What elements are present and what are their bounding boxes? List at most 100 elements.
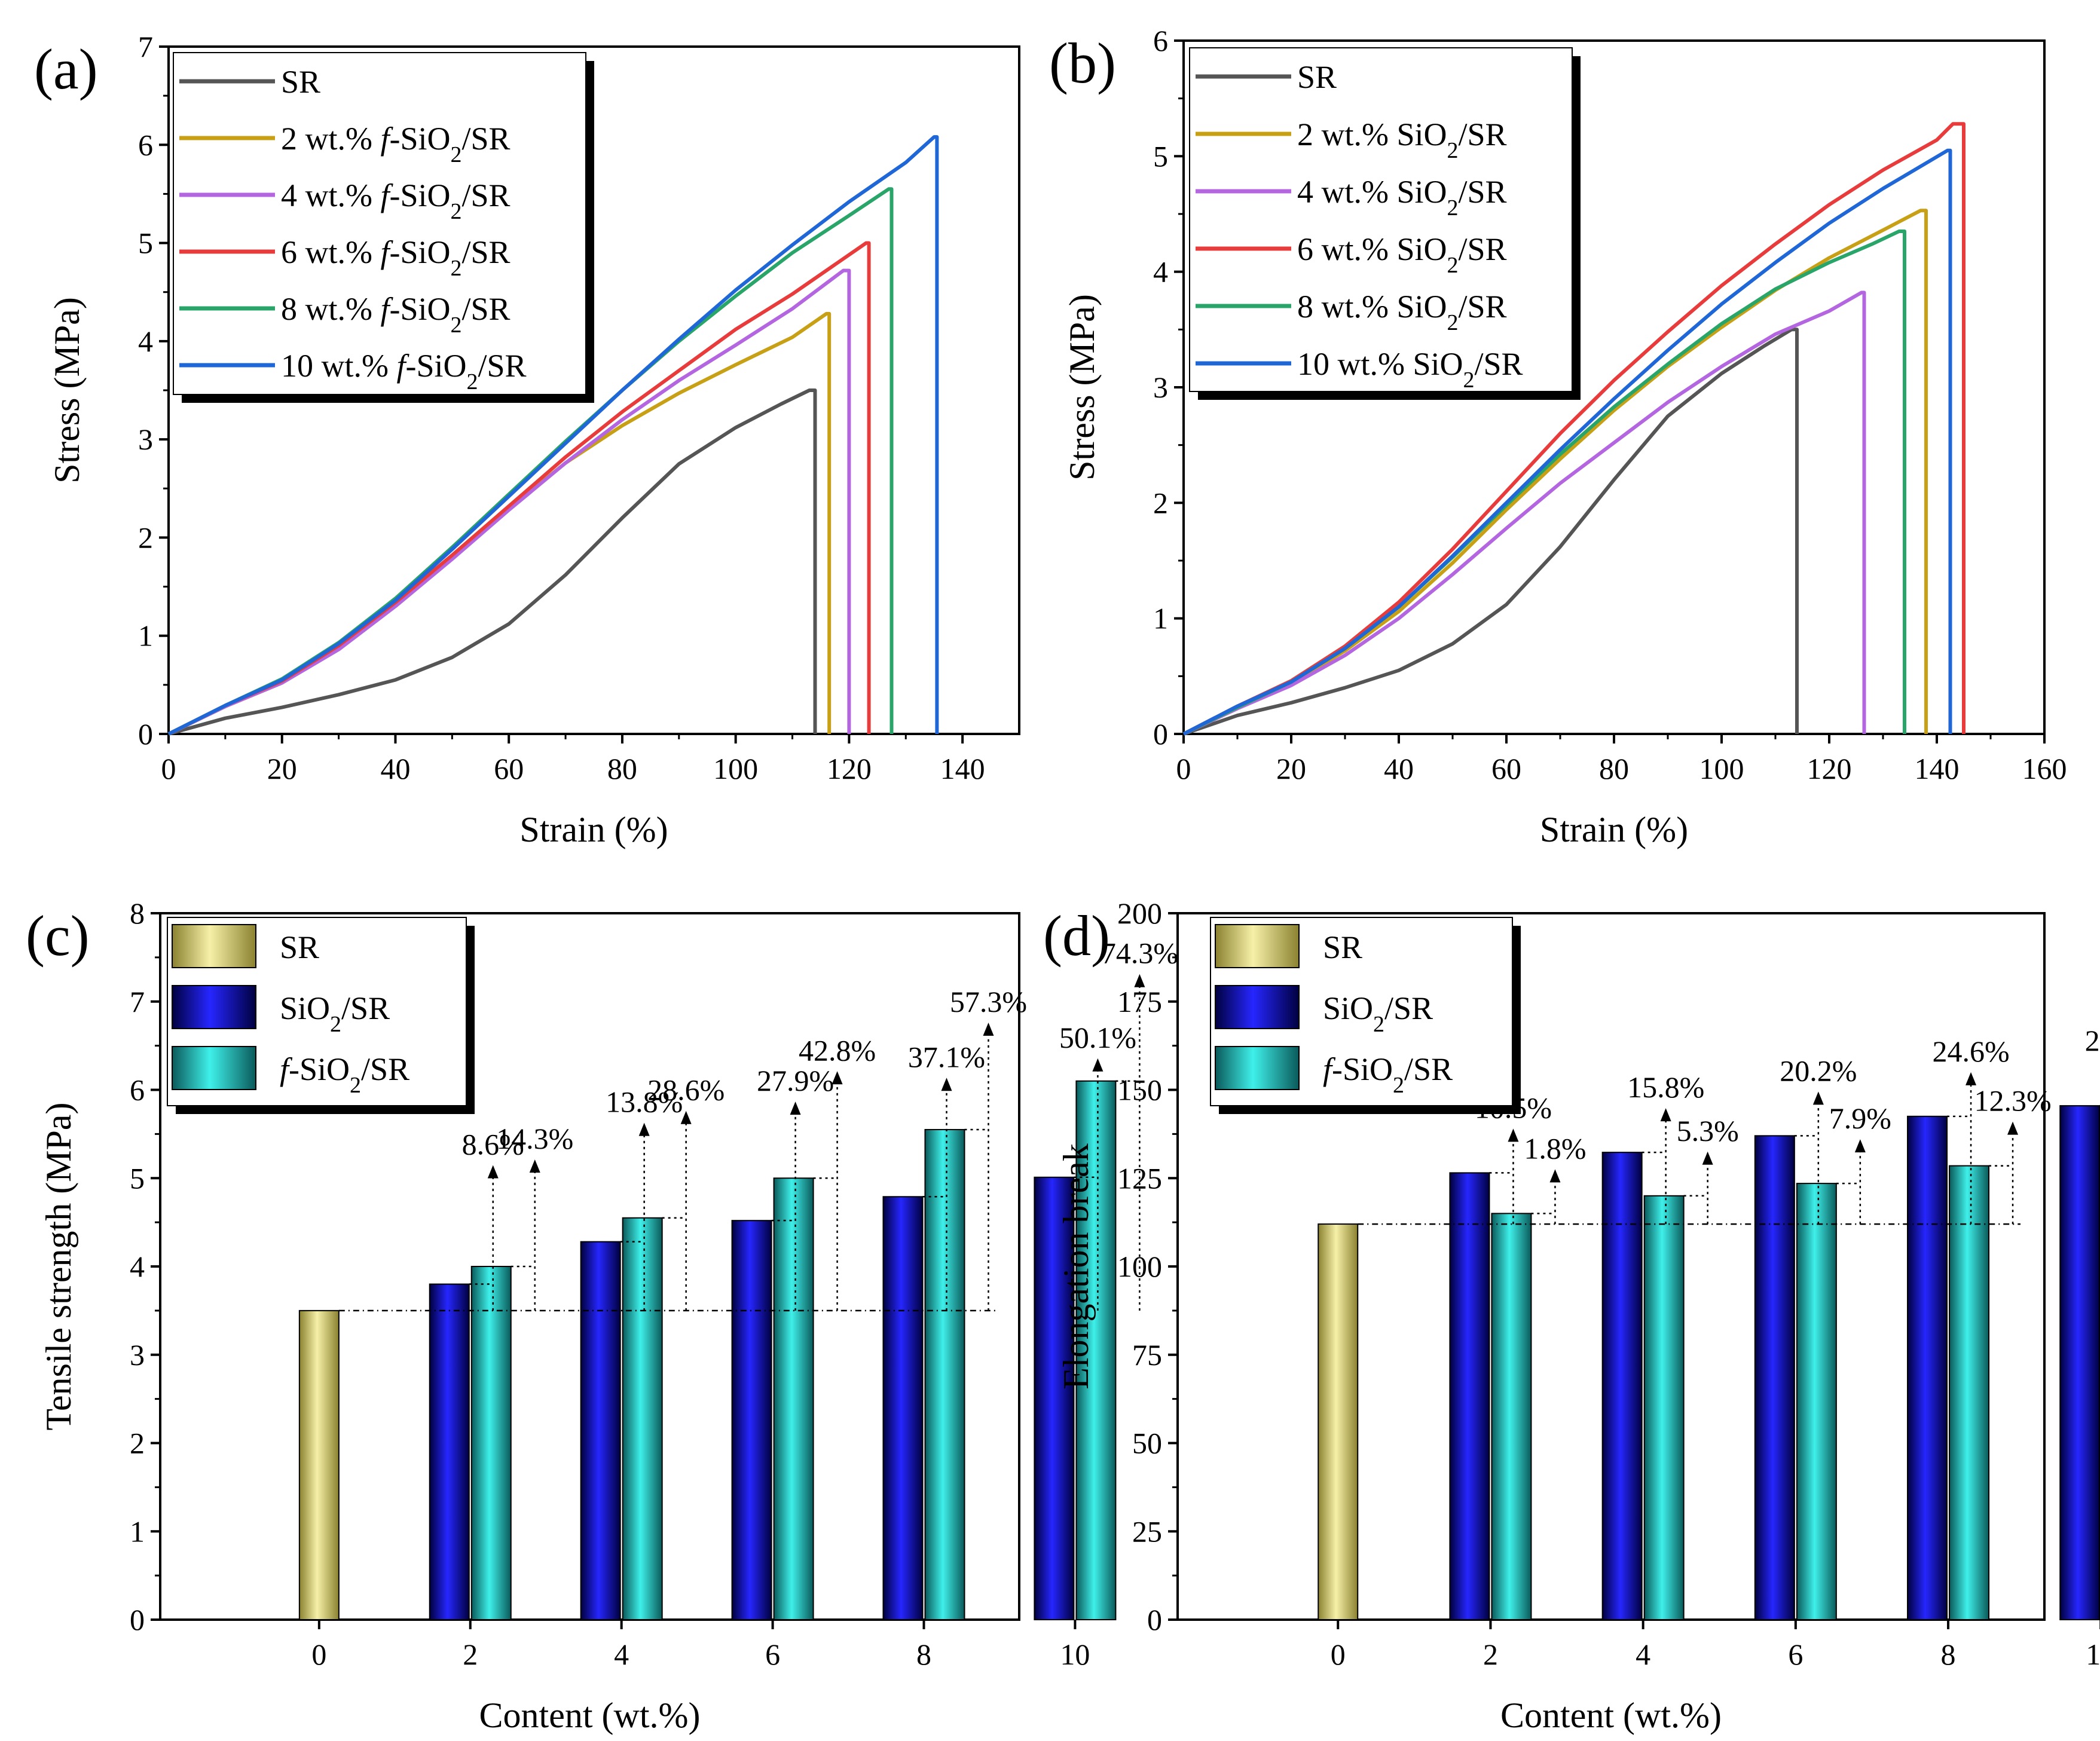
annotation-arrowhead [790, 1101, 801, 1115]
legend-box [1189, 47, 1573, 392]
y-tick-label: 100 [1117, 1250, 1162, 1283]
x-tick-label: 0 [1331, 1638, 1346, 1671]
y-tick-label: 2 [1153, 486, 1168, 519]
legend-label: SR [1297, 59, 1337, 95]
annotation-label: 37.1% [908, 1040, 985, 1073]
legend-text-part: /SR [1459, 231, 1507, 267]
x-axis-title: Strain (%) [519, 810, 668, 849]
x-tick-label: 80 [1599, 752, 1629, 785]
annotation-arrowhead [638, 1122, 650, 1136]
bar-sio2sr [731, 1220, 772, 1621]
y-tick-label: 1 [138, 619, 153, 653]
x-tick-label: 2 [463, 1638, 478, 1671]
subscript-2: 2 [451, 199, 462, 224]
legend-text-part: /SR [1384, 990, 1433, 1026]
bar-fsio2sr [470, 1266, 512, 1620]
y-tick-label: 4 [130, 1250, 145, 1283]
subscript-2: 2 [1447, 310, 1459, 335]
y-tick-label: 175 [1117, 985, 1162, 1018]
bar-sio2sr [1601, 1152, 1643, 1621]
x-tick-label: 0 [311, 1638, 326, 1671]
x-tick-label: 20 [1276, 752, 1306, 785]
legend-swatch [172, 1046, 256, 1090]
y-tick-label: 2 [130, 1427, 145, 1460]
subscript-2: 2 [451, 313, 462, 338]
legend-label: SiO2/SR [1323, 990, 1433, 1037]
x-tick-label: 4 [614, 1638, 629, 1671]
legend-text-part: 6 wt.% SiO [1297, 231, 1447, 267]
y-tick-label: 8 [130, 896, 145, 930]
x-tick-label: 160 [2022, 752, 2067, 785]
bar-sio2sr [1754, 1135, 1795, 1620]
legend-text-part: /SR [1459, 174, 1507, 210]
legend-text-part: 8 wt.% [281, 291, 380, 327]
legend-swatch [1215, 1046, 1300, 1090]
legend-text-part: -SiO [289, 1051, 350, 1087]
subscript-2: 2 [1447, 253, 1459, 278]
series-line-2 [167, 268, 851, 736]
annotation-arrowhead [1660, 1108, 1671, 1122]
subscript-2: 2 [1447, 195, 1459, 221]
legend-text-part: -SiO [390, 178, 451, 213]
legend-label: 8 wt.% f-SiO2/SR [281, 291, 511, 338]
legend-text-part: SR [280, 929, 319, 965]
bar-fsio2sr [773, 1177, 814, 1620]
panel-label: (a) [34, 37, 98, 101]
legend-label: 10 wt.% f-SiO2/SR [281, 348, 527, 394]
subscript-2: 2 [451, 256, 462, 281]
bar-fsio2sr [622, 1217, 663, 1621]
annotation-arrowhead [1134, 974, 1145, 987]
bar-sio2sr [429, 1283, 470, 1621]
panel-a-stress-strain-fsio2: 0 1 2 3 4 5 6 7 0 20 40 60 80 100 120 140 Strain (%) Stre… [34, 30, 1020, 849]
annotation-arrowhead [1965, 1072, 1977, 1085]
annotation-arrowhead [1854, 1139, 1866, 1153]
legend-text-part: 10 wt.% SiO [1297, 346, 1463, 382]
legend-text-part: -SiO [1332, 1051, 1393, 1087]
y-tick-label: 150 [1117, 1073, 1162, 1107]
annotation-label: 5.3% [1677, 1114, 1739, 1148]
legend-text-part: 4 wt.% [281, 178, 380, 213]
series-line-5 [167, 135, 939, 736]
y-tick-label: 3 [138, 423, 153, 456]
legend-text-part: /SR [361, 1051, 409, 1087]
legend-text-part: SiO [1323, 990, 1373, 1026]
annotation-arrowhead [2007, 1121, 2019, 1135]
panel-label: (d) [1043, 904, 1110, 968]
x-tick-label: 0 [161, 752, 176, 785]
y-tick-label: 0 [1147, 1603, 1162, 1636]
annotation-arrowhead [680, 1110, 692, 1124]
x-axis-title: Strain (%) [1540, 810, 1688, 849]
subscript-2: 2 [451, 142, 462, 167]
x-tick-label: 100 [1699, 752, 1744, 785]
annotation-arrowhead [529, 1159, 540, 1173]
bar-sr [298, 1309, 340, 1620]
panel-d-elongation-break: 0 25 50 75 100 125 150 175 200 0 2 4 6 8 10 Content (wt… [1043, 896, 2100, 1735]
y-tick-label: 200 [1117, 896, 1162, 930]
annotation-label: 8.6% [462, 1128, 524, 1161]
subscript-2: 2 [1463, 368, 1475, 393]
x-tick-label: 100 [713, 752, 758, 785]
y-axis-title: Stress (MPa) [1062, 294, 1102, 481]
legend-label: SR [280, 929, 319, 965]
panel-c-tensile-strength: 0 1 2 3 4 5 6 7 8 0 2 4 6 8 10 Content (wt.%) Tensile st… [26, 896, 1178, 1735]
x-axis-title: Content (wt.%) [479, 1696, 701, 1735]
annotation-arrowhead [832, 1071, 843, 1085]
annotation-label: 15.8% [1627, 1070, 1704, 1104]
bar-fsio2sr [1949, 1165, 1990, 1620]
legend-text-part: SR [281, 64, 320, 100]
y-tick-label: 6 [130, 1073, 145, 1107]
y-axis-title: Stress (MPa) [47, 297, 87, 484]
legend-text-part: /SR [462, 178, 511, 213]
y-tick-label: 75 [1132, 1338, 1162, 1372]
legend-label: 10 wt.% SiO2/SR [1297, 346, 1523, 393]
annotation-label: 42.8% [799, 1033, 876, 1067]
legend-text-part: /SR [1404, 1051, 1453, 1087]
y-axis-title: Tensile strength (MPa) [39, 1102, 78, 1430]
legend-text-part: 2 wt.% [281, 121, 380, 157]
y-tick-label: 2 [138, 521, 153, 554]
y-axis-title: Elongation break [1056, 1143, 1096, 1390]
legend-swatch [1215, 924, 1300, 968]
legend-label: SR [1323, 929, 1362, 965]
bar-sio2sr [1449, 1172, 1490, 1620]
